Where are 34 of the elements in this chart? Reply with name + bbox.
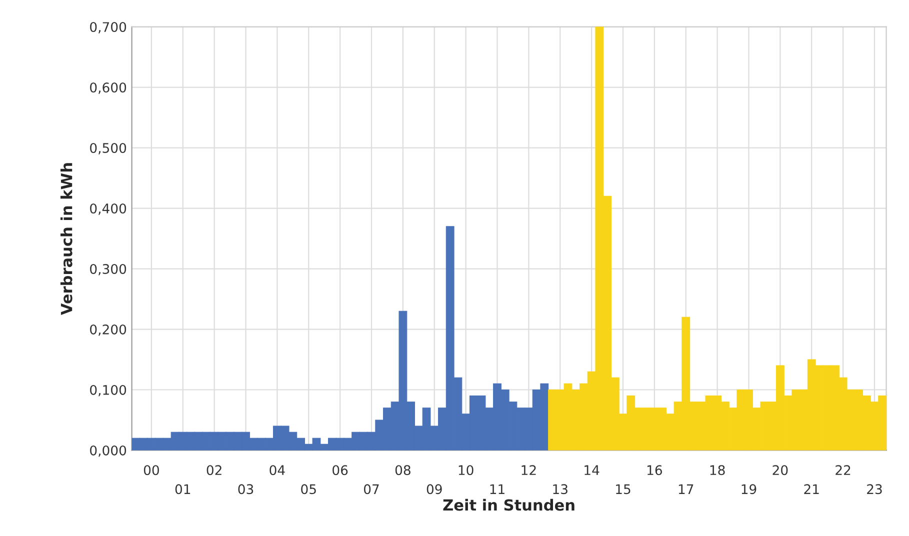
x-tick-label: 03 bbox=[238, 484, 254, 494]
x-axis-title: Zeit in Stunden bbox=[443, 498, 574, 511]
y-tick-label: 0,700 bbox=[90, 22, 126, 34]
y-axis-title: Verbrauch in kWh bbox=[60, 163, 72, 315]
x-tick-label: 09 bbox=[426, 484, 442, 494]
x-tick-label: 05 bbox=[301, 484, 316, 494]
y-tick-label: 0,300 bbox=[90, 264, 126, 276]
x-tick-label: 15 bbox=[616, 484, 630, 494]
x-tick-label: 07 bbox=[364, 484, 379, 494]
x-tick-label: 14 bbox=[584, 465, 600, 475]
x-tick-label: 12 bbox=[522, 465, 536, 475]
y-tick-label: 0,400 bbox=[90, 203, 126, 215]
x-tick-label: 04 bbox=[270, 465, 285, 476]
x-tick-label: 06 bbox=[332, 465, 348, 476]
y-tick-label: 0,600 bbox=[90, 82, 126, 94]
x-tick-label: 22 bbox=[836, 465, 850, 475]
y-tick-label: 0,000 bbox=[90, 445, 126, 457]
x-tick-label: 16 bbox=[647, 465, 662, 476]
x-tick-label: 10 bbox=[458, 465, 474, 476]
x-tick-label: 18 bbox=[710, 465, 725, 476]
x-tick-label: 17 bbox=[678, 484, 694, 494]
x-tick-label: 20 bbox=[772, 465, 788, 476]
y-tick-label: 0,200 bbox=[90, 324, 126, 336]
x-tick-label: 13 bbox=[553, 484, 568, 494]
y-tick-label: 0,500 bbox=[90, 143, 126, 154]
x-tick-label: 19 bbox=[742, 484, 756, 494]
x-tick-label: 01 bbox=[175, 484, 190, 494]
x-tick-label: 21 bbox=[804, 484, 819, 494]
x-tick-label: 08 bbox=[395, 465, 410, 476]
y-tick-label: 0,100 bbox=[90, 384, 126, 396]
x-tick-label: 00 bbox=[144, 465, 159, 476]
x-tick-label: 02 bbox=[206, 465, 222, 476]
x-tick-label: 23 bbox=[867, 484, 882, 494]
x-tick-label: 11 bbox=[490, 484, 504, 494]
